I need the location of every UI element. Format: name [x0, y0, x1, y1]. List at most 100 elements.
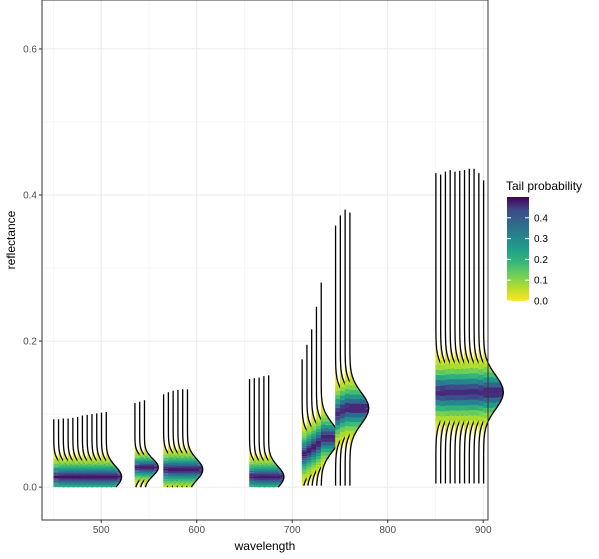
ridge-fill-segment — [105, 485, 117, 488]
ridge-fill-segment — [105, 479, 122, 481]
ridge-fill-segment — [144, 471, 158, 473]
ridge-fill-segment — [187, 472, 203, 475]
ridge-outline — [482, 180, 505, 484]
ridge-outline — [454, 171, 476, 484]
ridge-fill-segment — [464, 358, 470, 364]
ridge-outline — [186, 389, 204, 488]
ridge-fill-segment — [349, 403, 369, 409]
ridge-outline — [349, 212, 370, 486]
ridge-fill-segment — [144, 461, 157, 463]
ridge-fill-segment — [187, 474, 202, 476]
ridge-fill-segment — [105, 474, 122, 476]
ridge-fill-segment — [454, 421, 460, 427]
ridge-fill-segment — [105, 478, 122, 480]
ridge-fill-segment — [105, 460, 113, 463]
ridge-fill-segment — [344, 379, 352, 385]
ridge-fill-segment — [105, 473, 122, 475]
ridge-outline — [459, 170, 480, 484]
ridge-outline — [320, 282, 340, 486]
ridge-outline — [339, 215, 360, 486]
legend-tick-label: 0.2 — [534, 255, 548, 266]
ridge-fill-segment — [349, 376, 355, 381]
y-tick-label: 0.6 — [23, 44, 37, 55]
ridge-fill-segment — [349, 394, 366, 400]
ridge-fill-segment — [144, 465, 159, 467]
ridge-fill-segment — [468, 420, 475, 426]
x-tick-label: 500 — [93, 525, 110, 536]
ridge-fill-segment — [105, 465, 117, 468]
ridge-fill-segment — [105, 472, 121, 474]
ridge-outline — [105, 411, 123, 488]
ridge-fill-segment — [101, 461, 108, 463]
ridge-fill-segment — [349, 417, 366, 422]
ridge-fill-segment — [349, 399, 369, 404]
ridge-fill-segment — [320, 424, 336, 429]
ridge-fill-segment — [440, 359, 447, 366]
ridge-fill-segment — [86, 460, 93, 462]
ridge-fill-segment — [105, 480, 121, 483]
ridge-fill-segment — [478, 421, 484, 427]
ridge-fill-segment — [144, 466, 159, 469]
ridge-fill-segment — [454, 358, 460, 364]
ridge-fill-segment — [187, 465, 203, 468]
ridge-fill-segment — [349, 412, 369, 418]
ridge-fill-segment — [187, 475, 201, 478]
ridge-fill-segment — [483, 362, 491, 368]
ridge-730 — [320, 282, 340, 486]
ridge-outline — [435, 173, 457, 484]
ridge-fill-segment — [473, 420, 479, 426]
ridge-outline — [473, 168, 495, 484]
ridge-outline — [344, 209, 365, 486]
ridge-fill-segment — [483, 387, 504, 393]
ridges-layer — [53, 168, 505, 488]
ridge-fill-segment — [187, 459, 199, 462]
ridge-fill-segment — [187, 469, 203, 471]
ridge-fill-segment — [72, 460, 79, 462]
ridge-fill-segment — [105, 475, 122, 478]
ridge-fill-segment — [187, 477, 200, 479]
ridge-fill-segment — [339, 382, 347, 387]
ridge-outline — [268, 375, 285, 488]
y-tick-label: 0.2 — [23, 337, 37, 348]
ridge-fill-segment — [478, 359, 485, 365]
ridge-fill-segment — [320, 448, 335, 452]
ridge-fill-segment — [105, 470, 121, 473]
ridge-fill-segment — [445, 358, 451, 364]
panel-background — [42, 0, 488, 520]
ridge-fill-segment — [67, 460, 74, 462]
ridge-fill-segment — [349, 390, 363, 395]
ridge-fill-segment — [105, 482, 120, 484]
ridge-fill-segment — [144, 459, 155, 462]
ridge-fill-segment — [349, 380, 357, 386]
ridge-fill-segment — [440, 421, 446, 427]
ridge-fill-segment — [320, 421, 334, 425]
x-tick-label: 700 — [284, 525, 301, 536]
y-tick-label: 0.0 — [23, 483, 37, 494]
ridge-fill-segment — [268, 479, 284, 482]
x-tick-label: 900 — [475, 525, 492, 536]
ridge-fill-segment — [268, 462, 277, 465]
ridge-fill-segment — [268, 472, 284, 475]
ridge-fill-segment — [459, 420, 465, 427]
ridge-outline — [463, 170, 485, 484]
ridge-fill-segment — [349, 431, 357, 436]
ridge-fill-segment — [483, 402, 500, 408]
ridge-545 — [143, 400, 159, 488]
ridge-fill-segment — [82, 460, 89, 463]
ridge-fill-segment — [144, 468, 159, 470]
ridge-fill-segment — [483, 372, 498, 378]
ridge-fill-segment — [105, 469, 120, 471]
legend-tick-label: 0.0 — [534, 297, 548, 308]
legend-colorbar — [507, 197, 529, 301]
ridge-fill-segment — [483, 397, 503, 403]
ridge-fill-segment — [144, 456, 153, 459]
ridge-fill-segment — [268, 477, 284, 480]
ridge-fill-segment — [268, 483, 282, 486]
ridge-fill-segment — [320, 431, 339, 435]
ridge-fill-segment — [144, 463, 158, 466]
ridge-fill-segment — [187, 482, 195, 484]
ridge-outline — [444, 171, 466, 484]
ridge-fill-segment — [459, 358, 465, 364]
ridge-760 — [349, 212, 370, 486]
